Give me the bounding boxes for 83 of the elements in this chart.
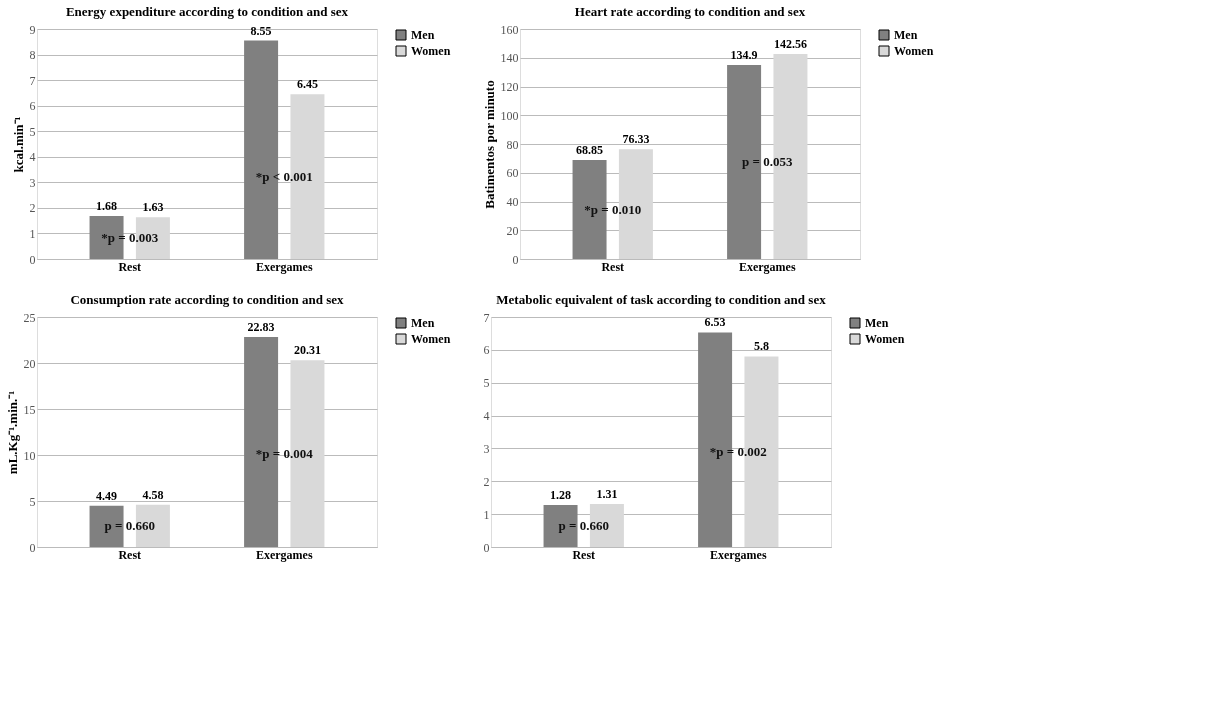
legend-label: Women — [865, 332, 905, 346]
data-label: 76.33 — [622, 132, 650, 147]
y-tick-label: 5 — [483, 376, 490, 391]
y-tick-label: 15 — [23, 402, 36, 417]
data-label: 4.49 — [96, 488, 118, 503]
y-tick-label: 1 — [29, 226, 36, 241]
bar — [727, 65, 762, 259]
y-tick-label: 7 — [483, 310, 490, 325]
legend-label: Men — [411, 28, 435, 42]
y-tick-label: 8 — [29, 48, 36, 63]
bar — [244, 40, 279, 259]
y-tick-label: 60 — [506, 166, 519, 181]
legend-label: Women — [411, 44, 451, 58]
data-label: 68.85 — [576, 143, 604, 158]
x-tick-label: Rest — [601, 259, 625, 274]
y-axis-title: kcal.min⁻¹ — [10, 116, 26, 173]
x-tick-label: Exergames — [255, 547, 313, 562]
y-tick-label: 3 — [483, 441, 490, 456]
y-tick-label: 10 — [23, 448, 36, 463]
y-tick-label: 20 — [23, 356, 36, 371]
y-tick-label: 2 — [29, 201, 36, 216]
annotation: p = 0.660 — [104, 518, 155, 534]
y-tick-label: 0 — [483, 540, 490, 555]
bar — [89, 505, 124, 547]
y-tick-label: 80 — [506, 137, 519, 152]
y-tick-label: 160 — [500, 22, 519, 37]
chart-title: Energy expenditure according to condition and sex — [65, 4, 349, 19]
data-label: 22.83 — [247, 319, 275, 334]
y-tick-label: 3 — [29, 175, 36, 190]
bar — [244, 336, 279, 547]
x-tick-label: Rest — [118, 547, 142, 562]
data-label: 142.56 — [773, 37, 807, 52]
data-label: 1.63 — [142, 200, 164, 215]
y-tick-label: 6 — [483, 343, 490, 358]
data-label: 1.31 — [596, 486, 618, 501]
chart-title: Consumption rate according to condition and sex — [70, 292, 344, 307]
y-axis-title: Batimentos por minuto — [481, 80, 497, 209]
y-tick-label: 2 — [483, 474, 490, 489]
x-tick-label: Rest — [118, 259, 142, 274]
y-tick-label: 5 — [29, 494, 36, 509]
y-tick-label: 4 — [29, 150, 36, 165]
x-tick-label: Exergames — [709, 547, 767, 562]
data-label: 6.45 — [296, 77, 318, 92]
legend-label: Men — [865, 316, 889, 330]
y-tick-label: 5 — [29, 124, 36, 139]
x-tick-label: Exergames — [255, 259, 313, 274]
y-tick-label: 6 — [29, 99, 36, 114]
y-tick-label: 20 — [506, 223, 519, 238]
y-tick-label: 40 — [506, 195, 519, 209]
data-label: 20.31 — [293, 343, 321, 358]
data-label: 8.55 — [250, 23, 272, 38]
data-label: 134.9 — [730, 48, 758, 63]
legend-label: Women — [411, 332, 451, 346]
y-axis-title: mL.Kg⁻¹.min.⁻¹ — [4, 390, 20, 475]
x-tick-label: Rest — [572, 547, 596, 562]
bar — [543, 504, 578, 547]
y-tick-label: 7 — [29, 73, 36, 88]
legend-label: Men — [411, 316, 435, 330]
y-tick-label: 0 — [29, 540, 36, 555]
annotation: p = 0.660 — [558, 517, 609, 533]
chart-title: Metabolic equivalent of task according to condition and sex — [496, 292, 827, 307]
legend-label: Women — [894, 44, 934, 58]
y-tick-label: 25 — [23, 310, 36, 325]
y-tick-label: 1 — [483, 507, 490, 522]
x-tick-label: Exergames — [738, 259, 796, 274]
y-tick-label: 9 — [29, 22, 36, 37]
legend-label: Men — [894, 28, 918, 42]
bar — [89, 216, 124, 259]
bar — [572, 160, 607, 259]
chart-title: Heart rate according to condition and sex — [574, 4, 806, 19]
data-label: 4.58 — [142, 487, 164, 502]
data-label: 5.8 — [753, 339, 769, 354]
data-label: 1.28 — [550, 487, 572, 502]
bar — [698, 332, 733, 547]
y-tick-label: 140 — [500, 51, 519, 66]
y-tick-label: 0 — [512, 252, 519, 267]
y-tick-label: 120 — [500, 80, 519, 94]
y-tick-label: 100 — [500, 108, 519, 123]
y-tick-label: 0 — [29, 252, 36, 267]
data-label: 6.53 — [704, 315, 726, 330]
data-label: 1.68 — [96, 199, 118, 214]
y-tick-label: 4 — [483, 409, 490, 424]
annotation: p = 0.053 — [742, 154, 793, 170]
